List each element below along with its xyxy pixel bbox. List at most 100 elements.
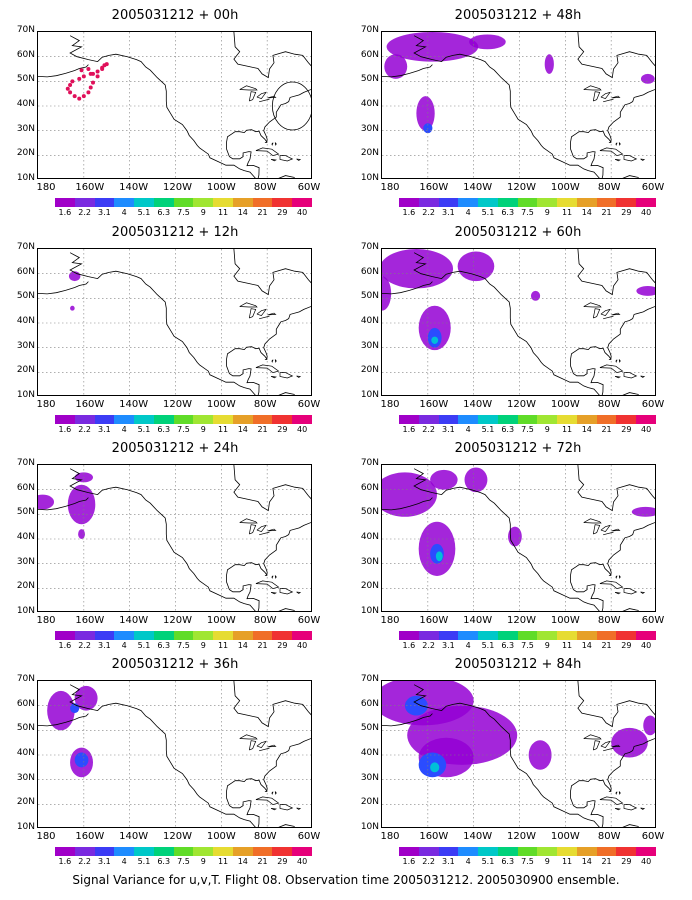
colorbar-label: 6.3: [157, 208, 171, 217]
y-tick-label: 20N: [16, 581, 35, 592]
map-svg: [382, 465, 655, 611]
y-tick-label: 10N: [360, 606, 379, 616]
colorbar-swatch: [478, 631, 498, 640]
y-tick-label: 20N: [360, 148, 379, 159]
coastline: [640, 591, 646, 594]
colorbar-swatch: [517, 198, 538, 207]
observation-point: [70, 79, 75, 84]
coastline: [603, 531, 614, 536]
x-tick-label: 100W: [206, 182, 236, 193]
colorbar-label: 21: [257, 425, 268, 434]
colorbar-swatch: [596, 631, 617, 640]
colorbar-label: 3.1: [442, 857, 455, 866]
x-tick-label: 80W: [597, 831, 621, 842]
coastline: [274, 791, 277, 795]
coastline: [255, 147, 280, 156]
x-tick-label: 100W: [206, 615, 236, 626]
colorbar-swatch: [292, 198, 312, 207]
colorbar-swatch: [616, 415, 637, 424]
panel-title-48h: 2005031212 + 48h: [454, 8, 582, 23]
x-tick-label: 160W: [419, 831, 449, 842]
coastline: [611, 312, 621, 316]
colorbar-label: 9: [544, 641, 550, 650]
coastline: [263, 89, 311, 143]
colorbar-swatch: [94, 198, 115, 207]
variance-contour: [382, 249, 454, 289]
colorbar-swatch: [616, 631, 637, 640]
colorbar-swatch: [252, 847, 273, 856]
x-tick-label: 180: [380, 831, 400, 842]
colorbar-label: 2.2: [78, 857, 91, 866]
coastline: [38, 281, 89, 295]
colorbar-label: 2.2: [422, 208, 435, 217]
coastline: [233, 249, 311, 296]
colorbar-swatch: [418, 631, 439, 640]
colorbar-label: 3.1: [98, 208, 111, 217]
colorbar-label: 7.5: [521, 641, 534, 650]
x-tick-label: 180: [36, 831, 56, 842]
y-tick-label: 30N: [16, 340, 35, 351]
colorbar-label: 7.5: [177, 857, 190, 866]
x-tick-label: 180: [36, 182, 56, 193]
colorbar-label: 29: [277, 208, 288, 217]
x-tick-label: 80W: [253, 615, 277, 626]
y-tick-label: 60N: [16, 266, 35, 277]
map-panel-48h: [381, 31, 656, 179]
coastline: [607, 738, 655, 792]
coastline: [239, 302, 258, 308]
variance-contour: [469, 34, 506, 50]
coastline: [592, 524, 601, 535]
observation-point: [72, 94, 77, 99]
y-tick-label: 50N: [16, 74, 35, 85]
coastline: [599, 147, 624, 156]
coastline: [256, 524, 267, 533]
y-tick-label: 70N: [16, 674, 35, 684]
y-tick-label: 10N: [360, 822, 379, 832]
variance-contour: [74, 752, 89, 768]
x-tick-label: 140W: [119, 615, 149, 626]
x-tick-label: 160W: [419, 615, 449, 626]
coastline: [248, 524, 257, 535]
colorbar-label: 3.1: [98, 641, 111, 650]
colorbar-swatch: [193, 415, 214, 424]
coastline: [600, 524, 611, 533]
y-tick-label: 50N: [16, 723, 35, 734]
colorbar-label: 40: [641, 425, 652, 434]
variance-contour: [530, 290, 541, 301]
y-tick-label: 20N: [360, 581, 379, 592]
colorbar-swatch: [114, 847, 135, 856]
coastline: [226, 562, 268, 611]
colorbar-swatch: [576, 631, 597, 640]
coastline: [640, 375, 646, 378]
coastline: [611, 528, 621, 532]
coastline: [614, 591, 621, 595]
x-tick-label: 120W: [163, 615, 192, 626]
x-tick-label: 120W: [507, 399, 536, 410]
colorbar-swatch: [399, 198, 419, 207]
x-tick-label: 60W: [641, 182, 665, 193]
coastline: [577, 465, 655, 512]
colorbar-label: 9: [200, 857, 206, 866]
colorbar-label: 29: [621, 857, 632, 866]
x-tick-label: 160W: [419, 182, 449, 193]
colorbar-swatch: [478, 198, 498, 207]
y-tick-label: 70N: [360, 25, 379, 35]
variance-contour: [70, 305, 75, 311]
x-tick-label: 140W: [119, 182, 149, 193]
x-tick-label: 160W: [419, 399, 449, 410]
coastline: [69, 35, 295, 178]
variance-contour: [643, 715, 655, 736]
coastline: [592, 308, 601, 319]
colorbar-swatch: [438, 198, 459, 207]
observation-point: [65, 86, 70, 91]
colorbar-swatch: [497, 847, 518, 856]
y-tick-label: 70N: [16, 25, 35, 35]
x-tick-label: 60W: [297, 831, 321, 842]
colorbar-swatch: [232, 631, 253, 640]
coastline: [382, 64, 433, 78]
colorbar-label: 29: [277, 857, 288, 866]
colorbar-swatch: [517, 631, 538, 640]
y-tick-label: 60N: [16, 698, 35, 709]
y-tick-label: 70N: [16, 458, 35, 468]
panel-title-24h: 2005031212 + 24h: [111, 441, 239, 456]
